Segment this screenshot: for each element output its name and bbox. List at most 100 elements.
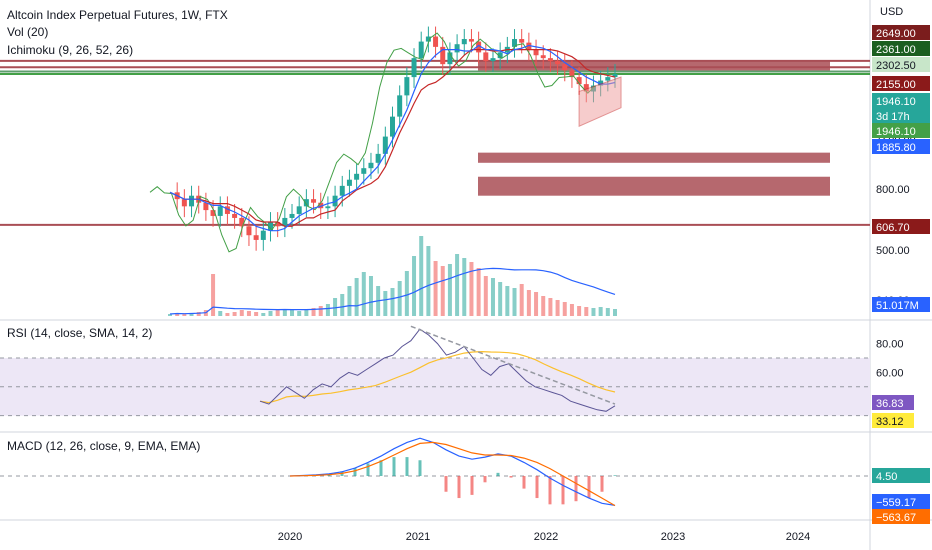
macd-histogram-bar [379,460,383,476]
candle-body [483,52,489,62]
volume-bar [605,308,610,316]
price-tag-label: 3d 17h [876,111,910,123]
candle-body [476,41,482,53]
volume-bar [318,306,323,316]
candle-body [468,39,474,42]
rsi-tag-label: 33.12 [876,416,904,428]
volume-bar [325,304,330,316]
volume-bar [490,278,495,316]
price-tag [872,93,930,108]
candle-body [440,46,446,65]
rsi-tick-label: 80.00 [876,339,904,351]
volume-bar [548,298,553,316]
volume-bar [290,310,295,316]
volume-bar [225,313,230,316]
volume-bar [347,286,352,316]
price-tag-label: 2302.50 [876,60,916,72]
volume-bar [498,282,503,316]
candle-body [433,36,439,47]
volume-bar [483,276,488,316]
volume-bar [254,312,259,316]
candle-body [253,235,259,240]
price-tag-label: 2649.00 [876,28,916,40]
candle-body [418,41,424,59]
candle-body [461,39,467,45]
price-tag-label: 1946.10 [876,126,916,138]
time-tick-label: 2023 [661,531,685,543]
candle-body [325,206,331,209]
volume-legend: Vol (20) [7,25,49,39]
ichimoku-lagging-span [149,32,596,253]
candle-body [346,179,352,186]
rsi-signal-line [259,350,616,404]
macd-histogram-bar [535,476,539,499]
price-tag [872,25,930,40]
volume-bar [211,274,216,316]
time-tick-label: 2020 [278,531,302,543]
rsi-tag [872,395,914,410]
volume-bar [462,258,467,316]
candle-body [318,202,324,209]
volume-bar [196,312,201,316]
price-tag-label: 2155.00 [876,79,916,91]
macd-tag [872,494,930,509]
price-zone [478,60,830,71]
volume-bar [426,246,431,316]
macd-tag-label: 4.50 [876,471,897,483]
volume-bar [340,294,345,316]
volume-bar [182,314,187,316]
candle-body [224,206,230,214]
rsi-trendline [410,325,616,405]
volume-bar [275,310,280,316]
volume-tag [872,297,930,312]
candle-body [519,39,525,43]
volume-bar [613,309,617,316]
price-tag-label: 2361.00 [876,44,916,56]
price-tag [872,76,930,91]
volume-bar [304,310,309,316]
volume-bar [555,300,560,316]
currency-label: USD [880,6,904,18]
candle-body [540,55,546,59]
volume-bar [218,311,223,316]
candle-body [411,58,417,78]
candle-body [181,199,187,207]
macd-histogram-bar [613,475,617,476]
candle-body [275,222,281,227]
candle-body [497,52,503,59]
volume-bar [390,288,395,316]
volume-bar [505,286,510,316]
candle-body [354,173,360,180]
price-tag [872,41,930,56]
volume-bar [447,264,452,316]
volume-bar [526,290,531,316]
volume-bar [512,288,517,316]
volume-bar [282,309,287,316]
price-tag [872,57,930,72]
candle-body [246,226,252,236]
price-tick-label: 800.00 [876,184,910,196]
macd-histogram-bar [444,476,448,492]
volume-bar [534,292,539,316]
macd-histogram-bar [561,476,565,505]
candle-body [260,230,266,240]
macd-histogram-bar [418,460,422,476]
macd-histogram-bar [470,476,474,495]
macd-signal-line [289,441,616,507]
candle-body [569,70,575,78]
volume-bar [189,313,194,316]
price-tag-label: 1885.80 [876,142,916,154]
macd-histogram-bar [496,472,500,476]
volume-bar [591,308,596,316]
macd-legend: MACD (12, 26, close, 9, EMA, EMA) [7,439,201,453]
candle-body [361,168,367,174]
candle-body [382,136,388,154]
volume-bar [333,298,338,316]
price-tag-label: 1946.10 [876,96,916,108]
candle-body [289,213,295,218]
candle-body [447,52,453,65]
candle-body [282,217,288,227]
volume-bar [175,313,180,316]
volume-bar [476,268,481,316]
